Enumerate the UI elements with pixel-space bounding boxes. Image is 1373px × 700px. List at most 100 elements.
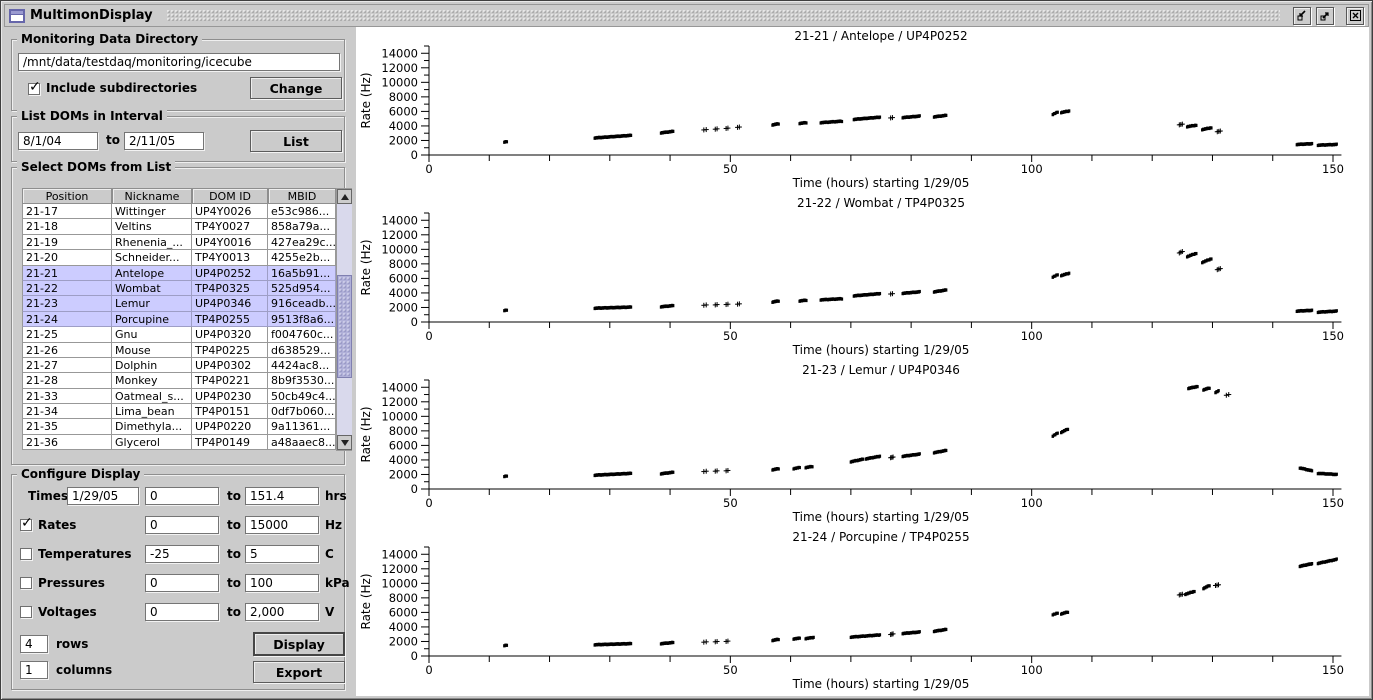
svg-text:50: 50 bbox=[723, 663, 738, 677]
table-cell: Lima_bean bbox=[112, 404, 192, 420]
display-button[interactable]: Display bbox=[253, 632, 345, 656]
chart-1-antelope: 21-21 / Antelope / UP4P0252 Rate (Hz) Time… bbox=[359, 29, 1344, 190]
rates-unit-label: Hz bbox=[325, 518, 343, 532]
table-cell: Gnu bbox=[112, 327, 192, 343]
svg-text:4000: 4000 bbox=[389, 119, 418, 133]
table-row-21-34[interactable]: 21-34 Lima_bean TP4P0151 0df7b060... bbox=[22, 404, 336, 420]
table-row-21-18[interactable]: 21-18 Veltins TP4Y0027 858a79a... bbox=[22, 219, 336, 235]
pressures-to-input[interactable] bbox=[245, 574, 319, 592]
svg-text:Time (hours) starting 1/29/05: Time (hours) starting 1/29/05 bbox=[792, 343, 970, 357]
interval-to-input[interactable] bbox=[124, 132, 204, 150]
column-header-nickname[interactable]: Nickname bbox=[112, 188, 192, 204]
column-header-mbid[interactable]: MBID bbox=[268, 188, 336, 204]
iconify-arrow-icon bbox=[1297, 10, 1306, 21]
svg-text:6000: 6000 bbox=[389, 438, 418, 452]
monitoring-group-title: Monitoring Data Directory bbox=[17, 32, 203, 46]
table-row-21-35[interactable]: 21-35 Dimethyla... UP4P0220 9a11361... bbox=[22, 419, 336, 435]
table-row-21-36[interactable]: 21-36 Glycerol TP4P0149 a48aaec8... bbox=[22, 434, 336, 451]
dom-table-scrollbar[interactable] bbox=[336, 188, 353, 451]
table-row-21-19[interactable]: 21-19 Rhenenia_... UP4Y0016 427ea29c... bbox=[22, 234, 336, 251]
table-cell: 21-28 bbox=[22, 373, 112, 389]
temperatures-checkbox[interactable] bbox=[20, 548, 32, 560]
times-from-input[interactable] bbox=[145, 487, 219, 505]
svg-text:21-23 / Lemur / UP4P0346: 21-23 / Lemur / UP4P0346 bbox=[802, 363, 960, 377]
voltages-to-input[interactable] bbox=[245, 603, 319, 621]
triangle-up-icon bbox=[340, 193, 349, 200]
table-cell: 21-26 bbox=[22, 342, 112, 358]
times-label: Times bbox=[28, 489, 69, 503]
maximize-button[interactable] bbox=[1316, 6, 1334, 25]
svg-text:21-22 / Wombat / TP4P0325: 21-22 / Wombat / TP4P0325 bbox=[797, 196, 965, 210]
svg-text:Rate (Hz): Rate (Hz) bbox=[359, 239, 373, 295]
table-cell: UP4P0252 bbox=[192, 265, 268, 281]
change-button[interactable]: Change bbox=[250, 77, 342, 99]
table-cell: 21-17 bbox=[22, 204, 112, 220]
include-subdirectories-checkbox[interactable] bbox=[28, 79, 41, 95]
temperatures-from-input[interactable] bbox=[145, 545, 219, 563]
voltages-label: Voltages bbox=[38, 605, 97, 619]
table-cell: 21-36 bbox=[22, 434, 112, 451]
svg-text:14000: 14000 bbox=[381, 213, 418, 227]
voltages-checkbox[interactable] bbox=[20, 606, 32, 618]
pressures-checkbox[interactable] bbox=[20, 577, 32, 589]
table-row-21-27[interactable]: 21-27 Dolphin UP4P0302 4424ac8... bbox=[22, 357, 336, 374]
svg-text:2000: 2000 bbox=[389, 467, 418, 481]
iconify-button[interactable] bbox=[1293, 6, 1311, 25]
svg-text:10000: 10000 bbox=[381, 242, 418, 256]
interval-from-input[interactable] bbox=[18, 132, 98, 150]
chart-4-porcupine: 21-24 / Porcupine / TP4P0255 Rate (Hz) Tim… bbox=[359, 530, 1344, 691]
rates-from-input[interactable] bbox=[145, 516, 219, 534]
svg-text:12000: 12000 bbox=[381, 562, 418, 576]
scroll-up-button[interactable] bbox=[337, 189, 352, 204]
svg-text:14000: 14000 bbox=[381, 380, 418, 394]
rates-checkbox[interactable] bbox=[20, 515, 33, 531]
times-to-input[interactable] bbox=[245, 487, 319, 505]
columns-input[interactable] bbox=[20, 661, 48, 679]
column-header-dom-id[interactable]: DOM ID bbox=[192, 188, 268, 204]
voltages-to-label: to bbox=[227, 605, 241, 619]
svg-text:8000: 8000 bbox=[389, 257, 418, 271]
monitoring-data-directory-group: Monitoring Data Directory Include subdir… bbox=[11, 32, 345, 111]
export-button[interactable]: Export bbox=[253, 661, 345, 683]
temperatures-label: Temperatures bbox=[38, 547, 132, 561]
table-cell: 21-35 bbox=[22, 419, 112, 435]
table-row-21-22[interactable]: 21-22 Wombat TP4P0325 525d954... bbox=[22, 280, 336, 297]
svg-text:0: 0 bbox=[411, 482, 418, 496]
table-cell: UP4Y0016 bbox=[192, 234, 268, 251]
column-header-position[interactable]: Position bbox=[22, 188, 112, 204]
table-row-21-20[interactable]: 21-20 Schneider... TP4Y0013 4255e2b... bbox=[22, 250, 336, 266]
svg-text:100: 100 bbox=[1021, 663, 1043, 677]
rates-to-input[interactable] bbox=[245, 516, 319, 534]
svg-text:150: 150 bbox=[1322, 663, 1344, 677]
directory-path-input[interactable] bbox=[18, 53, 340, 71]
table-cell: 21-19 bbox=[22, 234, 112, 251]
table-cell: UP4P0320 bbox=[192, 327, 268, 343]
times-date-input[interactable] bbox=[67, 487, 139, 505]
scroll-down-button[interactable] bbox=[337, 435, 352, 450]
list-button[interactable]: List bbox=[250, 130, 342, 152]
svg-text:0: 0 bbox=[425, 162, 432, 176]
table-row-21-23[interactable]: 21-23 Lemur UP4P0346 916ceadb... bbox=[22, 296, 336, 312]
table-cell: 9513f8a6... bbox=[268, 311, 336, 328]
temperatures-to-input[interactable] bbox=[245, 545, 319, 563]
table-row-21-17[interactable]: 21-17 Wittinger UP4Y0026 e53c986... bbox=[22, 204, 336, 220]
voltages-from-input[interactable] bbox=[145, 603, 219, 621]
svg-text:21-21 / Antelope / UP4P0252: 21-21 / Antelope / UP4P0252 bbox=[794, 29, 967, 43]
scrollbar-thumb[interactable] bbox=[337, 275, 352, 378]
table-cell: UP4Y0026 bbox=[192, 204, 268, 220]
rows-input[interactable] bbox=[20, 635, 48, 653]
table-row-21-28[interactable]: 21-28 Monkey TP4P0221 8b9f3530... bbox=[22, 373, 336, 389]
table-row-21-25[interactable]: 21-25 Gnu UP4P0320 f004760c... bbox=[22, 327, 336, 343]
include-subdirectories-label: Include subdirectories bbox=[46, 81, 198, 95]
table-row-21-24[interactable]: 21-24 Porcupine TP4P0255 9513f8a6... bbox=[22, 311, 336, 328]
table-cell: Schneider... bbox=[112, 250, 192, 266]
table-cell: 16a5b91... bbox=[268, 265, 336, 281]
table-row-21-26[interactable]: 21-26 Mouse TP4P0225 d638529... bbox=[22, 342, 336, 358]
svg-text:8000: 8000 bbox=[389, 591, 418, 605]
svg-text:100: 100 bbox=[1021, 162, 1043, 176]
pressures-from-input[interactable] bbox=[145, 574, 219, 592]
table-row-21-21[interactable]: 21-21 Antelope UP4P0252 16a5b91... bbox=[22, 265, 336, 281]
close-button[interactable] bbox=[1346, 6, 1364, 25]
table-row-21-33[interactable]: 21-33 Oatmeal_s... UP4P0230 50cb49c4... bbox=[22, 388, 336, 405]
